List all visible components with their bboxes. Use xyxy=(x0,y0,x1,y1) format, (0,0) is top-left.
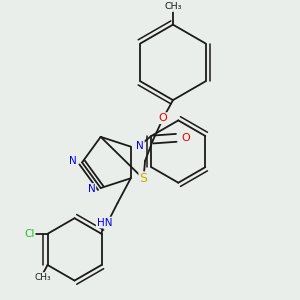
Text: N: N xyxy=(88,184,95,194)
Text: S: S xyxy=(140,172,147,185)
Text: O: O xyxy=(159,113,167,123)
Text: Cl: Cl xyxy=(24,229,35,239)
Text: HN: HN xyxy=(97,218,112,228)
Text: N: N xyxy=(136,141,144,151)
Text: CH₃: CH₃ xyxy=(34,273,51,282)
Text: CH₃: CH₃ xyxy=(164,2,182,11)
Text: N: N xyxy=(69,156,77,166)
Text: O: O xyxy=(181,133,190,143)
